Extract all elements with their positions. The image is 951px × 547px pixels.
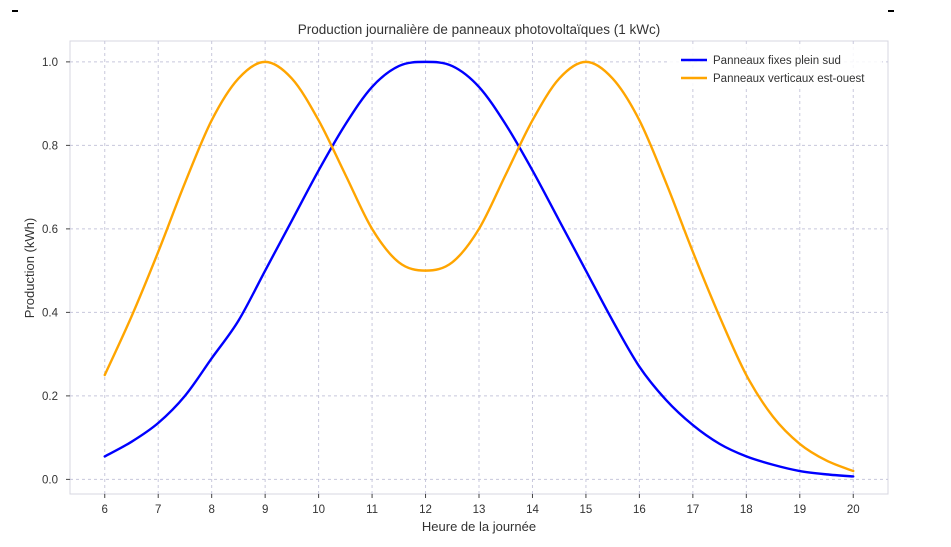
x-tick-label: 8 [208, 504, 214, 516]
series-line-fixed-south [103, 60, 855, 478]
x-tick-label: 17 [686, 504, 699, 516]
corner-mark-right [888, 10, 894, 12]
y-tick-label: 0.6 [42, 224, 58, 236]
x-tick-label: 16 [633, 504, 646, 516]
x-tick-label: 10 [312, 504, 325, 516]
x-axis-label: Heure de la journée [422, 519, 536, 534]
legend-box [670, 47, 882, 89]
x-tick-label: 18 [740, 504, 753, 516]
x-tick-label: 19 [793, 504, 806, 516]
x-tick-label: 20 [847, 504, 860, 516]
x-tick-label: 9 [262, 504, 268, 516]
series-layer [103, 60, 855, 478]
y-tick-label: 0.2 [42, 391, 58, 403]
x-tick-label: 7 [155, 504, 161, 516]
legend-label-fixed-south: Panneaux fixes plein sud [713, 55, 841, 67]
y-tick-label: 1.0 [42, 57, 58, 69]
y-axis-label: Production (kWh) [22, 218, 37, 318]
x-tick-label: 14 [526, 504, 539, 516]
legend: Panneaux fixes plein sud Panneaux vertic… [670, 47, 882, 89]
x-tick-label: 13 [473, 504, 486, 516]
x-tick-label: 11 [366, 504, 378, 516]
x-tick-label: 15 [580, 504, 593, 516]
corner-mark-left [12, 10, 18, 12]
x-axis-ticks: 6 7 8 9 10 11 12 13 14 15 16 17 18 19 20 [102, 494, 860, 516]
y-tick-label: 0.4 [42, 307, 59, 319]
plot-area [69, 40, 889, 495]
y-axis-ticks: 0.0 0.2 0.4 0.6 0.8 1.0 [42, 57, 70, 486]
y-tick-label: 0.0 [42, 474, 58, 486]
legend-label-vertical-east-west: Panneaux verticaux est-ouest [713, 73, 865, 85]
x-tick-label: 6 [102, 504, 108, 516]
series-line-vertical-east-west [103, 60, 855, 473]
chart-title: Production journalière de panneaux photo… [298, 22, 660, 37]
y-tick-label: 0.8 [42, 140, 58, 152]
x-tick-label: 12 [419, 504, 432, 516]
